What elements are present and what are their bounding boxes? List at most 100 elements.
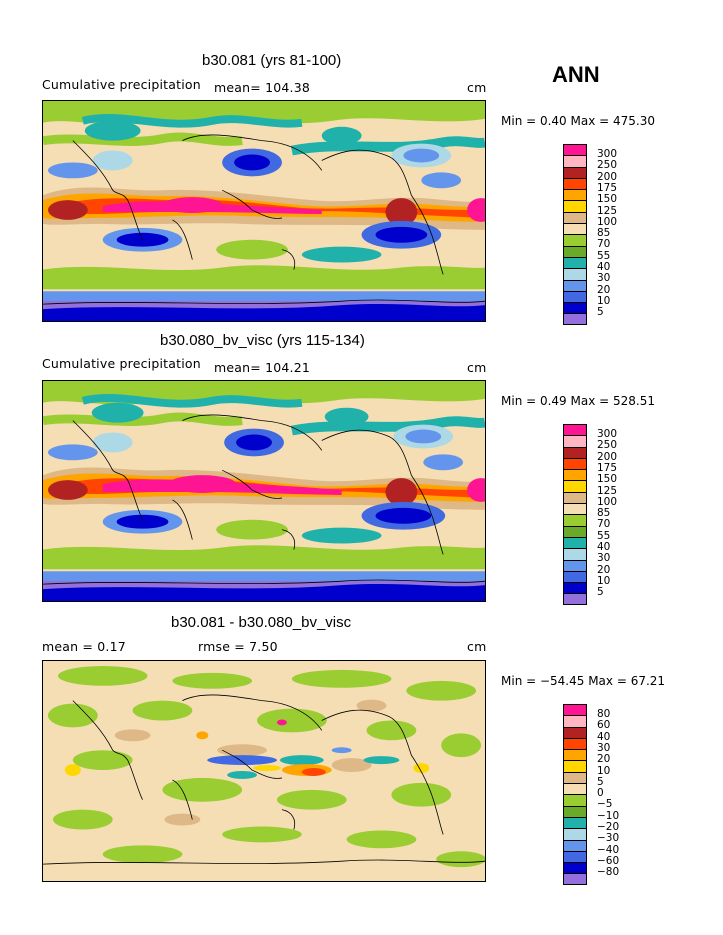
legend-label: 250 [597, 439, 618, 452]
legend-color-box [563, 503, 587, 515]
legend-color-box [563, 457, 587, 470]
legend-color-box [563, 256, 587, 269]
panel-2-variable-label: Cumulative precipitation [42, 356, 201, 371]
legend-label: 250 [597, 159, 618, 172]
legend-label: 70 [597, 238, 611, 251]
legend-color-box [563, 839, 587, 851]
panel-3-unit-label: cm [467, 639, 487, 654]
legend-color-box [563, 446, 587, 458]
legend-label: 60 [597, 719, 611, 732]
legend-label: 85 [597, 227, 611, 240]
legend-color-box [563, 828, 587, 840]
legend-color-box [563, 737, 587, 750]
legend-color-box [563, 715, 587, 727]
legend-label: −80 [597, 866, 620, 879]
legend-color-box [563, 491, 587, 504]
panel-3-colorbar [563, 704, 587, 885]
legend-label: 200 [597, 450, 618, 463]
legend-label: 55 [597, 249, 611, 262]
legend-label: 300 [597, 428, 618, 440]
legend-color-box [563, 279, 587, 291]
legend-color-box [563, 862, 587, 874]
legend-color-box [563, 189, 587, 201]
legend-label: −40 [597, 843, 620, 856]
legend-color-box [563, 525, 587, 537]
legend-color-box [563, 166, 587, 178]
legend-label: 10 [597, 294, 611, 307]
legend-label: 5 [597, 586, 604, 599]
panel-2-map [42, 380, 486, 602]
legend-color-box [563, 593, 587, 605]
legend-color-box [563, 144, 587, 156]
panel-2-colorbar [563, 424, 587, 605]
panel-3-minmax: Min = −54.45 Max = 67.21 [501, 674, 666, 688]
panel-2-title: b30.080_bv_visc (yrs 115-134) [160, 332, 365, 349]
panel-2-minmax: Min = 0.49 Max = 528.51 [501, 394, 655, 408]
legend-label: 30 [597, 741, 611, 754]
legend-label: −20 [597, 821, 620, 833]
legend-label: −10 [597, 809, 620, 822]
season-label: ANN [552, 62, 600, 87]
legend-color-box [563, 794, 587, 806]
legend-label: 150 [597, 193, 618, 206]
legend-color-box [563, 816, 587, 829]
legend-color-box [563, 313, 587, 325]
panel-1-unit-label: cm [467, 80, 487, 95]
legend-label: 175 [597, 461, 618, 474]
legend-color-box [563, 177, 587, 190]
legend-color-box [563, 536, 587, 549]
legend-color-box [563, 548, 587, 560]
legend-label: 200 [597, 170, 618, 183]
legend-color-box [563, 582, 587, 594]
legend-color-box [563, 480, 587, 492]
panel-1-mean-label: mean= 104.38 [214, 80, 311, 95]
panel-3-map [42, 660, 486, 882]
legend-color-box [563, 805, 587, 817]
legend-color-box [563, 559, 587, 571]
legend-label: 40 [597, 730, 611, 743]
panel-1-variable-label: Cumulative precipitation [42, 77, 201, 92]
legend-color-box [563, 704, 587, 716]
legend-color-box [563, 223, 587, 235]
panel-2-unit-label: cm [467, 360, 487, 375]
legend-color-box [563, 749, 587, 761]
legend-label: −30 [597, 832, 620, 845]
legend-label: 175 [597, 181, 618, 194]
legend-label: −60 [597, 854, 620, 867]
legend-color-box [563, 268, 587, 280]
panel-3-title: b30.081 - b30.080_bv_visc [171, 614, 352, 631]
legend-label: 0 [597, 787, 604, 800]
legend-label: 100 [597, 495, 618, 508]
legend-color-box [563, 211, 587, 224]
panel-1-minmax: Min = 0.40 Max = 475.30 [501, 114, 655, 128]
legend-label: 20 [597, 283, 611, 296]
legend-color-box [563, 200, 587, 212]
legend-color-box [563, 570, 587, 583]
panel-1-colorbar [563, 144, 587, 325]
legend-label: 85 [597, 507, 611, 520]
legend-label: 300 [597, 148, 618, 160]
legend-color-box [563, 435, 587, 447]
legend-label: 40 [597, 541, 611, 553]
legend-color-box [563, 245, 587, 257]
legend-label: 30 [597, 552, 611, 565]
panel-1-title: b30.081 (yrs 81-100) [202, 52, 342, 69]
legend-color-box [563, 783, 587, 795]
legend-label: 20 [597, 563, 611, 576]
legend-label: 125 [597, 204, 618, 217]
legend-color-box [563, 726, 587, 738]
legend-color-box [563, 850, 587, 863]
panel-3-rmse-label: rmse = 7.50 [198, 639, 278, 654]
legend-label: 30 [597, 272, 611, 285]
legend-label: 10 [597, 574, 611, 587]
legend-label: 125 [597, 484, 618, 497]
legend-color-box [563, 469, 587, 481]
panel-1-map [42, 100, 486, 322]
legend-label: 70 [597, 518, 611, 531]
legend-color-box [563, 760, 587, 772]
legend-label: 20 [597, 753, 611, 766]
legend-color-box [563, 771, 587, 784]
legend-color-box [563, 155, 587, 167]
legend-color-box [563, 234, 587, 246]
